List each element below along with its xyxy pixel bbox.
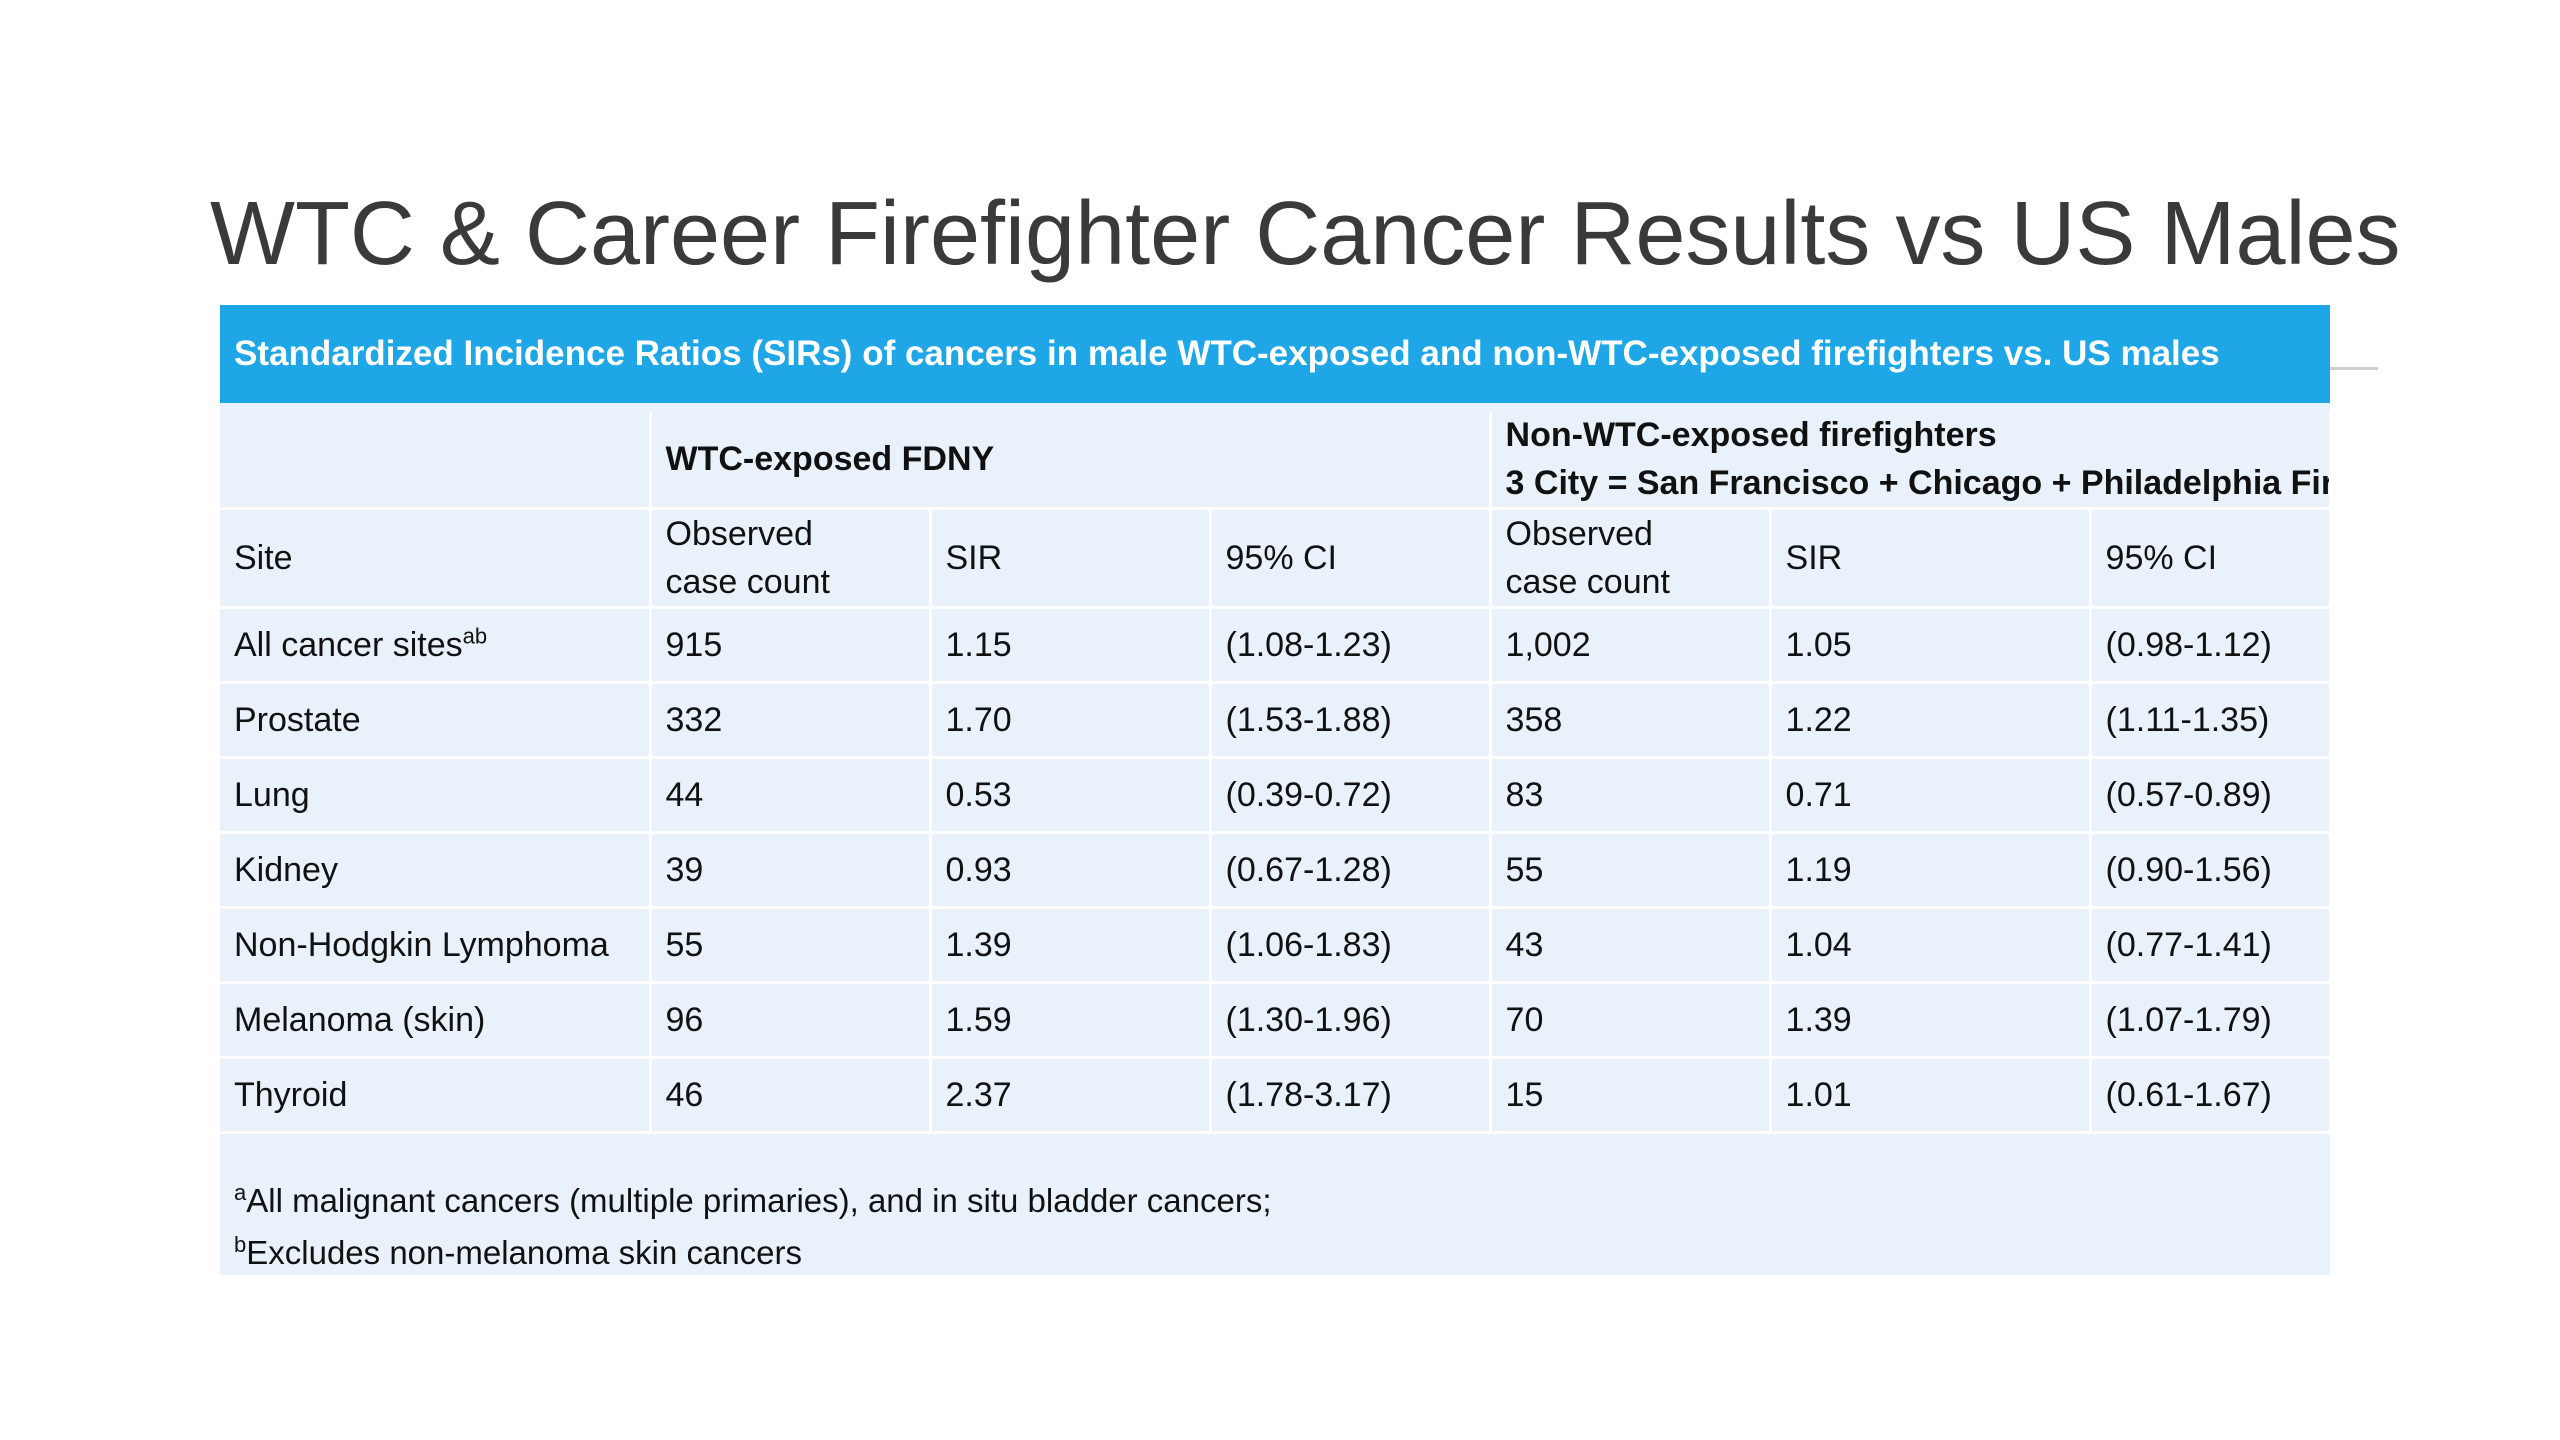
- wtc-sir-cell: 1.15: [930, 607, 1212, 684]
- table-banner: Standardized Incidence Ratios (SIRs) of …: [220, 305, 2330, 403]
- wtc-ci-cell: (1.08-1.23): [1210, 607, 1492, 684]
- wtc-ci-cell: (0.67-1.28): [1210, 832, 1492, 909]
- non-wtc-ci-cell: (0.61-1.67): [2090, 1057, 2332, 1134]
- table-footnotes: aAll malignant cancers (multiple primari…: [234, 1175, 1272, 1279]
- observed-label-line1: Observed: [1505, 515, 1653, 553]
- table-row: Non-Hodgkin Lymphoma 55 1.39 (1.06-1.83)…: [220, 907, 2332, 984]
- non-wtc-sir-cell: 1.22: [1770, 682, 2092, 759]
- column-header-row: Site Observed case count SIR 95% CI Obse…: [220, 508, 2332, 609]
- non-wtc-sir-cell: 1.19: [1770, 832, 2092, 909]
- wtc-count-cell: 39: [648, 832, 932, 909]
- wtc-ci-cell: (1.30-1.96): [1210, 982, 1492, 1059]
- footnote-b-marker: b: [234, 1232, 247, 1257]
- non-wtc-ci-cell: (0.98-1.12): [2090, 607, 2332, 684]
- table-row: Prostate 332 1.70 (1.53-1.88) 358 1.22 (…: [220, 682, 2332, 759]
- group-header-non-wtc: Non-WTC-exposed firefighters 3 City = Sa…: [1488, 411, 2332, 510]
- wtc-sir-cell: 2.37: [930, 1057, 1212, 1134]
- column-header-wtc-sir: SIR: [930, 508, 1212, 609]
- non-wtc-ci-cell: (1.11-1.35): [2090, 682, 2332, 759]
- table-row: Thyroid 46 2.37 (1.78-3.17) 15 1.01 (0.6…: [220, 1057, 2332, 1134]
- non-wtc-ci-cell: (0.90-1.56): [2090, 832, 2332, 909]
- group-header-non-wtc-line1: Non-WTC-exposed firefighters: [1505, 416, 1997, 454]
- site-label: Prostate: [234, 701, 361, 739]
- observed-label-line2: case count: [665, 563, 830, 601]
- observed-label-line1: Observed: [665, 515, 813, 553]
- wtc-count-cell: 96: [648, 982, 932, 1059]
- footnote-b: bExcludes non-melanoma skin cancers: [234, 1227, 1272, 1279]
- wtc-ci-cell: (1.78-3.17): [1210, 1057, 1492, 1134]
- results-table: WTC-exposed FDNY Non-WTC-exposed firefig…: [220, 411, 2332, 1134]
- site-label: Melanoma (skin): [234, 1001, 486, 1039]
- wtc-ci-cell: (1.53-1.88): [1210, 682, 1492, 759]
- non-wtc-count-cell: 70: [1488, 982, 1772, 1059]
- column-header-non-wtc-ci: 95% CI: [2090, 508, 2332, 609]
- footnote-a: aAll malignant cancers (multiple primari…: [234, 1175, 1272, 1227]
- table-row: Kidney 39 0.93 (0.67-1.28) 55 1.19 (0.90…: [220, 832, 2332, 909]
- group-header-wtc: WTC-exposed FDNY: [648, 411, 1492, 510]
- non-wtc-count-cell: 83: [1488, 757, 1772, 834]
- site-cell: Prostate: [220, 682, 652, 759]
- wtc-sir-cell: 0.93: [930, 832, 1212, 909]
- table-row: Lung 44 0.53 (0.39-0.72) 83 0.71 (0.57-0…: [220, 757, 2332, 834]
- empty-header-cell: [220, 411, 652, 510]
- footnote-a-marker: a: [234, 1180, 247, 1205]
- non-wtc-count-cell: 55: [1488, 832, 1772, 909]
- observed-label-line2: case count: [1505, 563, 1670, 601]
- non-wtc-sir-cell: 1.01: [1770, 1057, 2092, 1134]
- site-superscript: ab: [462, 623, 488, 649]
- wtc-sir-cell: 1.39: [930, 907, 1212, 984]
- footnote-a-text: All malignant cancers (multiple primarie…: [246, 1182, 1272, 1219]
- footnote-b-text: Excludes non-melanoma skin cancers: [246, 1234, 803, 1271]
- column-header-site: Site: [220, 508, 652, 609]
- site-label: Kidney: [234, 851, 338, 889]
- table-row: Melanoma (skin) 96 1.59 (1.30-1.96) 70 1…: [220, 982, 2332, 1059]
- table-row: All cancer sitesab 915 1.15 (1.08-1.23) …: [220, 607, 2332, 684]
- non-wtc-ci-cell: (1.07-1.79): [2090, 982, 2332, 1059]
- column-header-wtc-ci: 95% CI: [1210, 508, 1492, 609]
- wtc-count-cell: 46: [648, 1057, 932, 1134]
- wtc-count-cell: 44: [648, 757, 932, 834]
- wtc-count-cell: 55: [648, 907, 932, 984]
- wtc-sir-cell: 0.53: [930, 757, 1212, 834]
- non-wtc-count-cell: 1,002: [1488, 607, 1772, 684]
- site-cell: Non-Hodgkin Lymphoma: [220, 907, 652, 984]
- site-label: Thyroid: [234, 1076, 348, 1114]
- group-header-row: WTC-exposed FDNY Non-WTC-exposed firefig…: [220, 411, 2332, 510]
- wtc-sir-cell: 1.70: [930, 682, 1212, 759]
- site-cell: Kidney: [220, 832, 652, 909]
- site-label: All cancer sites: [234, 626, 463, 664]
- results-table-panel: Standardized Incidence Ratios (SIRs) of …: [220, 305, 2332, 1275]
- wtc-ci-cell: (1.06-1.83): [1210, 907, 1492, 984]
- non-wtc-count-cell: 358: [1488, 682, 1772, 759]
- slide-title: WTC & Career Firefighter Cancer Results …: [210, 184, 2401, 284]
- wtc-sir-cell: 1.59: [930, 982, 1212, 1059]
- wtc-ci-cell: (0.39-0.72): [1210, 757, 1492, 834]
- site-cell: All cancer sitesab: [220, 607, 652, 684]
- non-wtc-sir-cell: 1.04: [1770, 907, 2092, 984]
- non-wtc-sir-cell: 1.39: [1770, 982, 2092, 1059]
- non-wtc-sir-cell: 0.71: [1770, 757, 2092, 834]
- non-wtc-ci-cell: (0.57-0.89): [2090, 757, 2332, 834]
- site-label: Lung: [234, 776, 310, 814]
- wtc-count-cell: 332: [648, 682, 932, 759]
- banner-edge-line: [2330, 367, 2378, 370]
- site-cell: Melanoma (skin): [220, 982, 652, 1059]
- column-header-wtc-observed: Observed case count: [648, 508, 932, 609]
- column-header-non-wtc-observed: Observed case count: [1488, 508, 1772, 609]
- non-wtc-count-cell: 15: [1488, 1057, 1772, 1134]
- site-label: Non-Hodgkin Lymphoma: [234, 926, 609, 964]
- wtc-count-cell: 915: [648, 607, 932, 684]
- site-cell: Lung: [220, 757, 652, 834]
- site-cell: Thyroid: [220, 1057, 652, 1134]
- group-header-non-wtc-line2: 3 City = San Francisco + Chicago + Phila…: [1505, 464, 2331, 502]
- non-wtc-sir-cell: 1.05: [1770, 607, 2092, 684]
- non-wtc-ci-cell: (0.77-1.41): [2090, 907, 2332, 984]
- non-wtc-count-cell: 43: [1488, 907, 1772, 984]
- column-header-non-wtc-sir: SIR: [1770, 508, 2092, 609]
